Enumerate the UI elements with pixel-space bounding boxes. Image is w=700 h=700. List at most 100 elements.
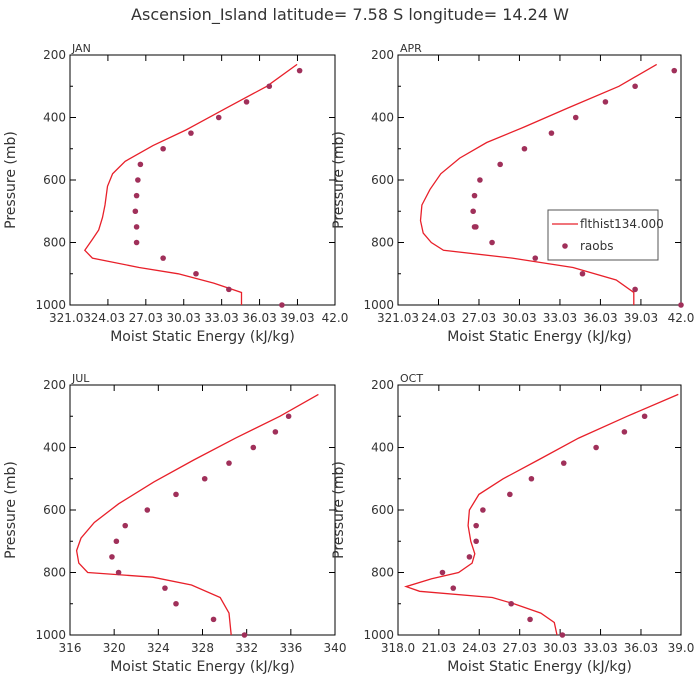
raobs-point [632,83,638,90]
y-tick-label: 1000 [35,298,66,312]
plot-frame [397,384,682,636]
raobs-point [632,286,638,293]
x-tick-label: 39.0 [668,641,695,655]
y-tick-label: 600 [43,503,66,517]
raobs-point [132,208,139,215]
raobs-point [559,632,566,638]
raobs-point [477,177,483,183]
raobs-point [671,67,678,74]
y-tick-label: 400 [371,441,394,455]
y-axis-label: Pressure (mb) [3,461,19,559]
x-tick-label: 336 [279,641,302,655]
plot-frame [397,54,682,306]
x-tick-label: 321.03 [49,311,91,325]
raobs-point [173,491,179,498]
y-axis-label: Pressure (mb) [331,461,347,559]
y-axis-label: Pressure (mb) [331,131,347,229]
raobs-point [173,600,179,607]
x-axis-label: Moist Static Energy (kJ/kg) [447,329,632,345]
x-tick-label: 30.03 [502,311,536,325]
x-tick-label: 33.03 [204,311,238,325]
raobs-point [144,507,151,513]
y-tick-label: 400 [43,111,66,125]
panel-label: APR [400,42,422,55]
y-tick-label: 800 [43,236,66,250]
panel-label: OCT [400,372,423,385]
raobs-point [489,239,495,246]
y-tick-label: 1000 [363,628,394,642]
y-tick-label: 200 [371,48,394,62]
y-tick-label: 400 [371,111,394,125]
raobs-point [133,192,140,199]
raobs-point [470,208,476,215]
raobs-point [162,585,168,591]
legend-entry-obs: raobs [580,239,614,253]
raobs-point [473,538,479,545]
x-axis-label: Moist Static Energy (kJ/kg) [110,659,295,675]
y-tick-label: 600 [43,173,66,187]
legend-dot-swatch [562,243,568,249]
raobs-point [602,99,609,105]
x-tick-label: 24.03 [91,311,125,325]
y-tick-label: 800 [371,566,394,580]
raobs-point [497,161,503,168]
raobs-point [133,224,140,230]
raobs-point [471,192,478,199]
raobs-point [439,569,446,576]
y-tick-label: 1000 [35,628,66,642]
x-tick-label: 340 [324,641,347,655]
raobs-point [593,444,599,451]
raobs-point [160,255,166,261]
raobs-point [109,554,115,560]
y-tick-label: 200 [43,48,66,62]
legend: flthist134.000 raobs [547,209,664,261]
x-tick-label: 30.03 [543,641,577,655]
x-axis-label: Moist Static Energy (kJ/kg) [447,659,632,675]
raobs-point [241,632,248,638]
raobs-point [532,255,539,261]
raobs-point [188,130,194,136]
x-tick-label: 42.0 [322,311,349,325]
raobs-point [243,99,250,105]
raobs-point [527,616,533,623]
y-tick-label: 800 [371,236,394,250]
x-tick-label: 42.0 [668,311,695,325]
raobs-point [480,507,486,513]
raobs-point [193,270,199,277]
raobs-point [621,429,628,435]
y-tick-label: 1000 [363,298,394,312]
x-tick-label: 316 [59,641,82,655]
x-tick-label: 324 [147,641,170,655]
x-tick-label: 24.03 [462,641,496,655]
y-tick-label: 200 [371,378,394,392]
raobs-point [678,302,684,308]
x-tick-label: 328 [191,641,214,655]
x-tick-label: 33.03 [583,641,617,655]
raobs-point [133,239,140,246]
raobs-point [215,114,222,121]
panel-label: JUL [71,372,90,385]
raobs-point [572,114,579,121]
x-tick-label: 320 [103,641,126,655]
x-tick-label: 21.03 [422,641,456,655]
raobs-point [113,538,120,545]
raobs-point [272,429,279,435]
legend-box [547,209,659,261]
raobs-point [210,616,217,623]
x-tick-label: 24.03 [421,311,455,325]
raobs-point [279,302,285,308]
raobs-point [508,600,514,607]
raobs-point [201,475,208,482]
raobs-point [521,145,528,152]
y-axis-label: Pressure (mb) [3,131,19,229]
raobs-point [560,460,567,466]
model-series-line [404,393,679,636]
x-tick-label: 39.03 [624,311,658,325]
x-tick-label: 36.03 [242,311,276,325]
